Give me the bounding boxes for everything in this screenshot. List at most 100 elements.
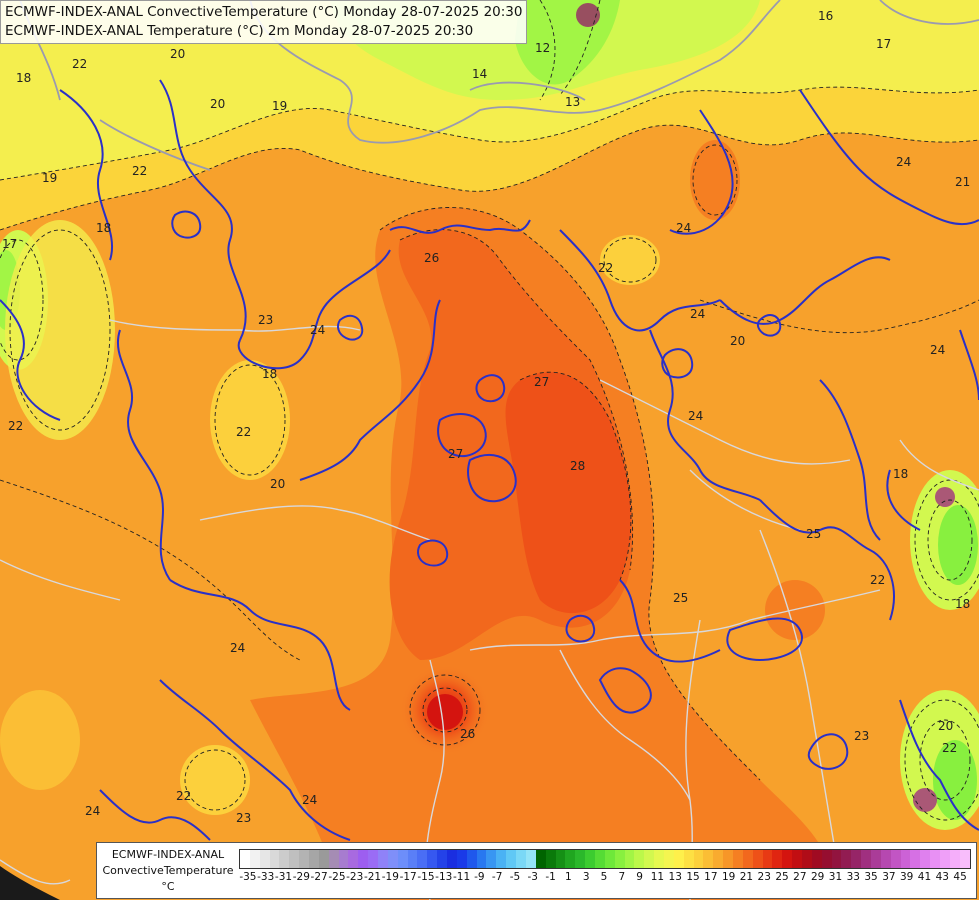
contours-convective-temperature (0, 79, 979, 841)
contour-label: 20 (210, 97, 225, 111)
legend-tick-label: -3 (527, 871, 539, 883)
legend-color-swatch (535, 850, 546, 868)
color-legend: ECMWF-INDEX-ANAL ConvectiveTemperature °… (96, 842, 977, 899)
legend-color-swatch (279, 850, 290, 868)
contour-label: 24 (930, 343, 945, 357)
legend-unit: °C (161, 880, 175, 893)
legend-tick-label: -13 (435, 871, 453, 883)
contour-label: 22 (236, 425, 251, 439)
contour-label: 26 (460, 727, 475, 741)
map-title-temperature: ECMWF-INDEX-ANAL Temperature (°C) 2m Mon… (5, 23, 474, 39)
legend-tick-label: 1 (565, 871, 572, 883)
legend-color-swatch (880, 850, 891, 868)
legend-title: ECMWF-INDEX-ANAL ConvectiveTemperature °… (101, 847, 235, 895)
contour-label: 23 (236, 811, 251, 825)
legend-color-swatch (397, 850, 408, 868)
legend-color-swatch (940, 850, 950, 868)
legend-color-swatch (378, 850, 388, 868)
legend-tick-label: -5 (509, 871, 521, 883)
legend-tick-label: -21 (363, 871, 382, 883)
contour-label: 22 (870, 573, 885, 587)
legend-color-swatch (959, 850, 970, 868)
legend-tick-label: -1 (545, 871, 556, 883)
legend-color-swatch (496, 850, 507, 868)
legend-color-swatch (930, 850, 941, 868)
contour-label: 14 (472, 67, 487, 81)
legend-color-swatch (801, 850, 812, 868)
map-title-box: ECMWF-INDEX-ANAL ConvectiveTemperature (… (0, 0, 528, 44)
legend-color-swatch (782, 850, 793, 868)
legend-tick-label: -35 (239, 871, 257, 883)
coastline (0, 866, 60, 900)
legend-color-swatch (900, 850, 911, 868)
map-title-convective: ECMWF-INDEX-ANAL ConvectiveTemperature (… (5, 4, 523, 20)
legend-color-swatch (328, 850, 339, 868)
legend-color-swatch (644, 850, 655, 868)
legend-color-swatch (387, 850, 398, 868)
legend-color-swatch (634, 850, 645, 868)
legend-color-swatch (466, 850, 477, 868)
yellow-pocket-west (5, 220, 115, 440)
legend-tick-labels: -35 -33 -31 -29 -27 -25 -23 -21 -19 -17 -15 -13 -11-… (239, 871, 969, 887)
contour-label: 17 (2, 237, 17, 251)
contour-label: 20 (170, 47, 185, 61)
contour-labels: 22 20 19 18 19 20 22 16 17 14 13 12 24 2… (2, 9, 970, 825)
hotter-zone-central (505, 372, 631, 614)
contour-label: 18 (262, 367, 277, 381)
legend-color-swatch (673, 850, 684, 868)
legend-color-swatch (890, 850, 901, 868)
legend-color-swatch (742, 850, 753, 868)
legend-color-swatch (456, 850, 467, 868)
legend-tick-label: 41 (917, 871, 932, 883)
legend-tick-label: 29 (810, 871, 825, 883)
legend-tick-label: -33 (257, 871, 275, 883)
contour-label: 24 (896, 155, 911, 169)
legend-color-swatch (516, 850, 526, 868)
legend-tick-label: -25 (328, 871, 346, 883)
legend-color-swatch (476, 850, 487, 868)
legend-tick-label: 43 (935, 871, 949, 883)
legend-color-swatch (792, 850, 802, 868)
legend-tick-label: 37 (882, 871, 896, 883)
legend-tick-label: 3 (582, 871, 590, 883)
contour-label: 22 (942, 741, 957, 755)
legend-color-swatch (762, 850, 773, 868)
legend-color-swatch (437, 850, 448, 868)
contour-label: 18 (955, 597, 970, 611)
cool-spot-east-inner (938, 505, 978, 585)
contour-label: 25 (673, 591, 688, 605)
legend-color-swatch (299, 850, 310, 868)
legend-color-swatch (949, 850, 960, 868)
contour-label: 21 (955, 175, 970, 189)
legend-tick-label: -23 (346, 871, 364, 883)
legend-color-swatch (811, 850, 822, 868)
contour-label: 13 (565, 95, 580, 109)
contour-label: 24 (85, 804, 100, 818)
contour-label: 18 (893, 467, 908, 481)
contour-label: 22 (176, 789, 191, 803)
legend-tick-label: 35 (864, 871, 878, 883)
legend-tick-label: 19 (721, 871, 736, 883)
legend-color-swatch (663, 850, 674, 868)
legend-tick-label: -29 (292, 871, 310, 883)
legend-color-swatch (506, 850, 517, 868)
contour-label: 24 (230, 641, 245, 655)
contour-label: 24 (690, 307, 705, 321)
legend-color-swatch (249, 850, 260, 868)
legend-color-swatch (831, 850, 842, 868)
contour-label: 27 (534, 375, 549, 389)
contour-label: 20 (938, 719, 953, 733)
contour-label: 22 (598, 261, 613, 275)
legend-tick-label: -31 (274, 871, 293, 883)
legend-color-swatch (348, 850, 359, 868)
legend-tick-label: 13 (668, 871, 682, 883)
legend-tick-label: 17 (704, 871, 718, 883)
legend-color-swatch (417, 850, 428, 868)
legend-color-swatch (427, 850, 438, 868)
contour-label: 24 (302, 793, 317, 807)
legend-color-bar (239, 849, 971, 869)
purple-spot-southeast (913, 788, 937, 812)
legend-tick-label: 15 (686, 871, 700, 883)
contour-label: 28 (570, 459, 585, 473)
